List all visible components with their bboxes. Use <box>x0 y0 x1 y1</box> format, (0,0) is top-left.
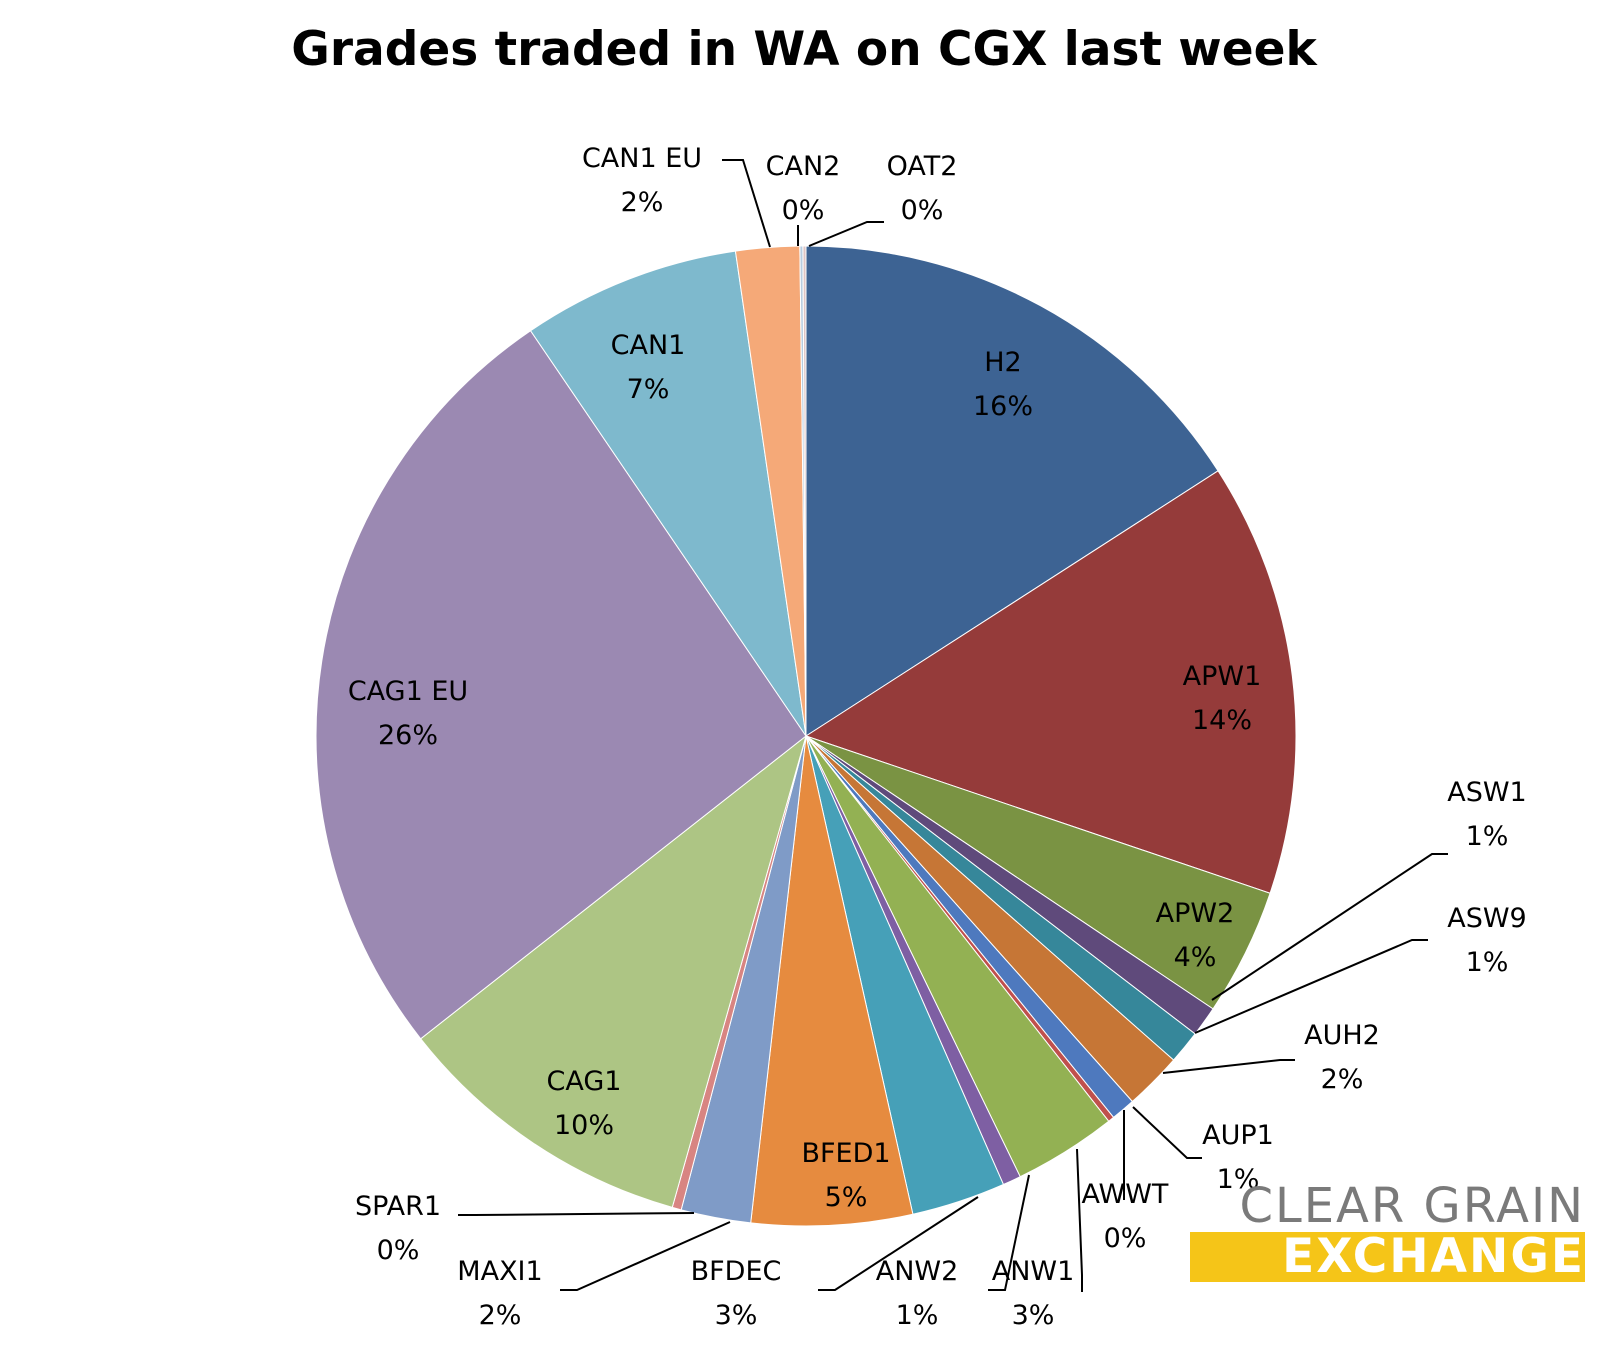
leader-line-can1-eu <box>722 159 771 248</box>
slice-name-label-anw2: ANW2 <box>876 1256 959 1287</box>
slice-name-label-cag1: CAG1 <box>547 1066 622 1097</box>
leader-line-asw9 <box>1194 939 1428 1034</box>
leader-lines <box>458 159 1448 1292</box>
slice-percent-label-bfed1: 5% <box>825 1182 868 1213</box>
slice-name-label-asw1: ASW1 <box>1447 777 1526 808</box>
slice-percent-label-awwt: 0% <box>1104 1223 1147 1254</box>
slice-percent-label-asw9: 1% <box>1466 947 1509 978</box>
pie-slice-can1 <box>529 250 807 737</box>
slice-percent-label-anw1: 3% <box>1012 1300 1055 1331</box>
logo-text-line1: CLEAR GRAIN <box>1239 1178 1585 1234</box>
leader-line-aup1 <box>1132 1106 1202 1159</box>
slice-name-label-can1: CAN1 <box>611 330 686 361</box>
pie-slice-cag1-eu <box>315 330 807 1040</box>
slice-name-label-anw1: ANW1 <box>992 1256 1075 1287</box>
slice-percent-label-can1: 7% <box>627 374 670 405</box>
slice-name-label-apw2: APW2 <box>1156 898 1235 929</box>
pie-slice-bfed1 <box>750 735 914 1227</box>
leader-line-anw1 <box>1076 1148 1083 1292</box>
pie-slice-cag1 <box>420 734 807 1209</box>
slice-name-label-auh2: AUH2 <box>1304 1020 1380 1051</box>
slice-name-label-bfed1: BFED1 <box>801 1138 890 1169</box>
slice-percent-label-can1-eu: 2% <box>621 187 664 218</box>
leader-line-spar1 <box>458 1212 695 1216</box>
slice-percent-label-cag1: 10% <box>554 1110 614 1141</box>
slice-name-label-oat2: OAT2 <box>887 151 958 182</box>
slice-percent-label-can2: 0% <box>782 195 825 226</box>
slice-percent-label-anw2: 1% <box>896 1300 939 1331</box>
slice-name-label-can2: CAN2 <box>766 151 841 182</box>
leader-line-oat2 <box>808 221 884 247</box>
slice-percent-label-maxi1: 2% <box>479 1300 522 1331</box>
slice-name-label-h2: H2 <box>984 347 1021 378</box>
slice-name-label-awwt: AWWT <box>1082 1179 1169 1210</box>
leader-line-bfdec <box>818 1196 979 1291</box>
slice-percent-label-apw2: 4% <box>1174 942 1217 973</box>
slice-percent-label-auh2: 2% <box>1321 1064 1364 1095</box>
clear-grain-exchange-logo: CLEAR GRAIN EXCHANGE <box>1190 1180 1585 1290</box>
leader-line-auh2 <box>1162 1059 1295 1074</box>
pie-slices <box>315 245 1297 1227</box>
slice-percent-label-aup1: 1% <box>1217 1164 1260 1195</box>
slice-percent-label-bfdec: 3% <box>715 1300 758 1331</box>
slice-name-label-can1-eu: CAN1 EU <box>582 143 702 174</box>
leader-line-anw2 <box>988 1174 1030 1291</box>
slice-name-label-aup1: AUP1 <box>1202 1120 1274 1151</box>
slice-percent-label-oat2: 0% <box>901 195 944 226</box>
slice-name-label-bfdec: BFDEC <box>691 1256 782 1287</box>
slice-percent-label-asw1: 1% <box>1466 821 1509 852</box>
slice-percent-label-apw1: 14% <box>1192 705 1252 736</box>
chart-title: Grades traded in WA on CGX last week <box>291 22 1317 77</box>
slice-percent-label-h2: 16% <box>973 391 1033 422</box>
slice-name-label-apw1: APW1 <box>1183 661 1262 692</box>
slice-name-label-spar1: SPAR1 <box>355 1191 441 1222</box>
slice-name-label-cag1-eu: CAG1 EU <box>348 676 468 707</box>
slice-percent-label-spar1: 0% <box>377 1235 420 1266</box>
pie-slice-h2 <box>805 245 1219 737</box>
leader-line-asw1 <box>1211 853 1448 1001</box>
pie-slice-apw1 <box>804 470 1297 894</box>
pie-slice-oat2 <box>802 245 807 737</box>
slice-name-label-maxi1: MAXI1 <box>457 1256 542 1287</box>
leader-line-maxi1 <box>560 1221 731 1291</box>
slice-name-label-asw9: ASW9 <box>1447 903 1526 934</box>
logo-text-line2: EXCHANGE <box>1190 1232 1585 1282</box>
slice-percent-label-cag1-eu: 26% <box>378 720 438 751</box>
slice-labels: H2 16% APW1 14% APW2 4% ASW1 1% ASW9 1% AUH2 2% AUP1… <box>348 143 1527 1331</box>
